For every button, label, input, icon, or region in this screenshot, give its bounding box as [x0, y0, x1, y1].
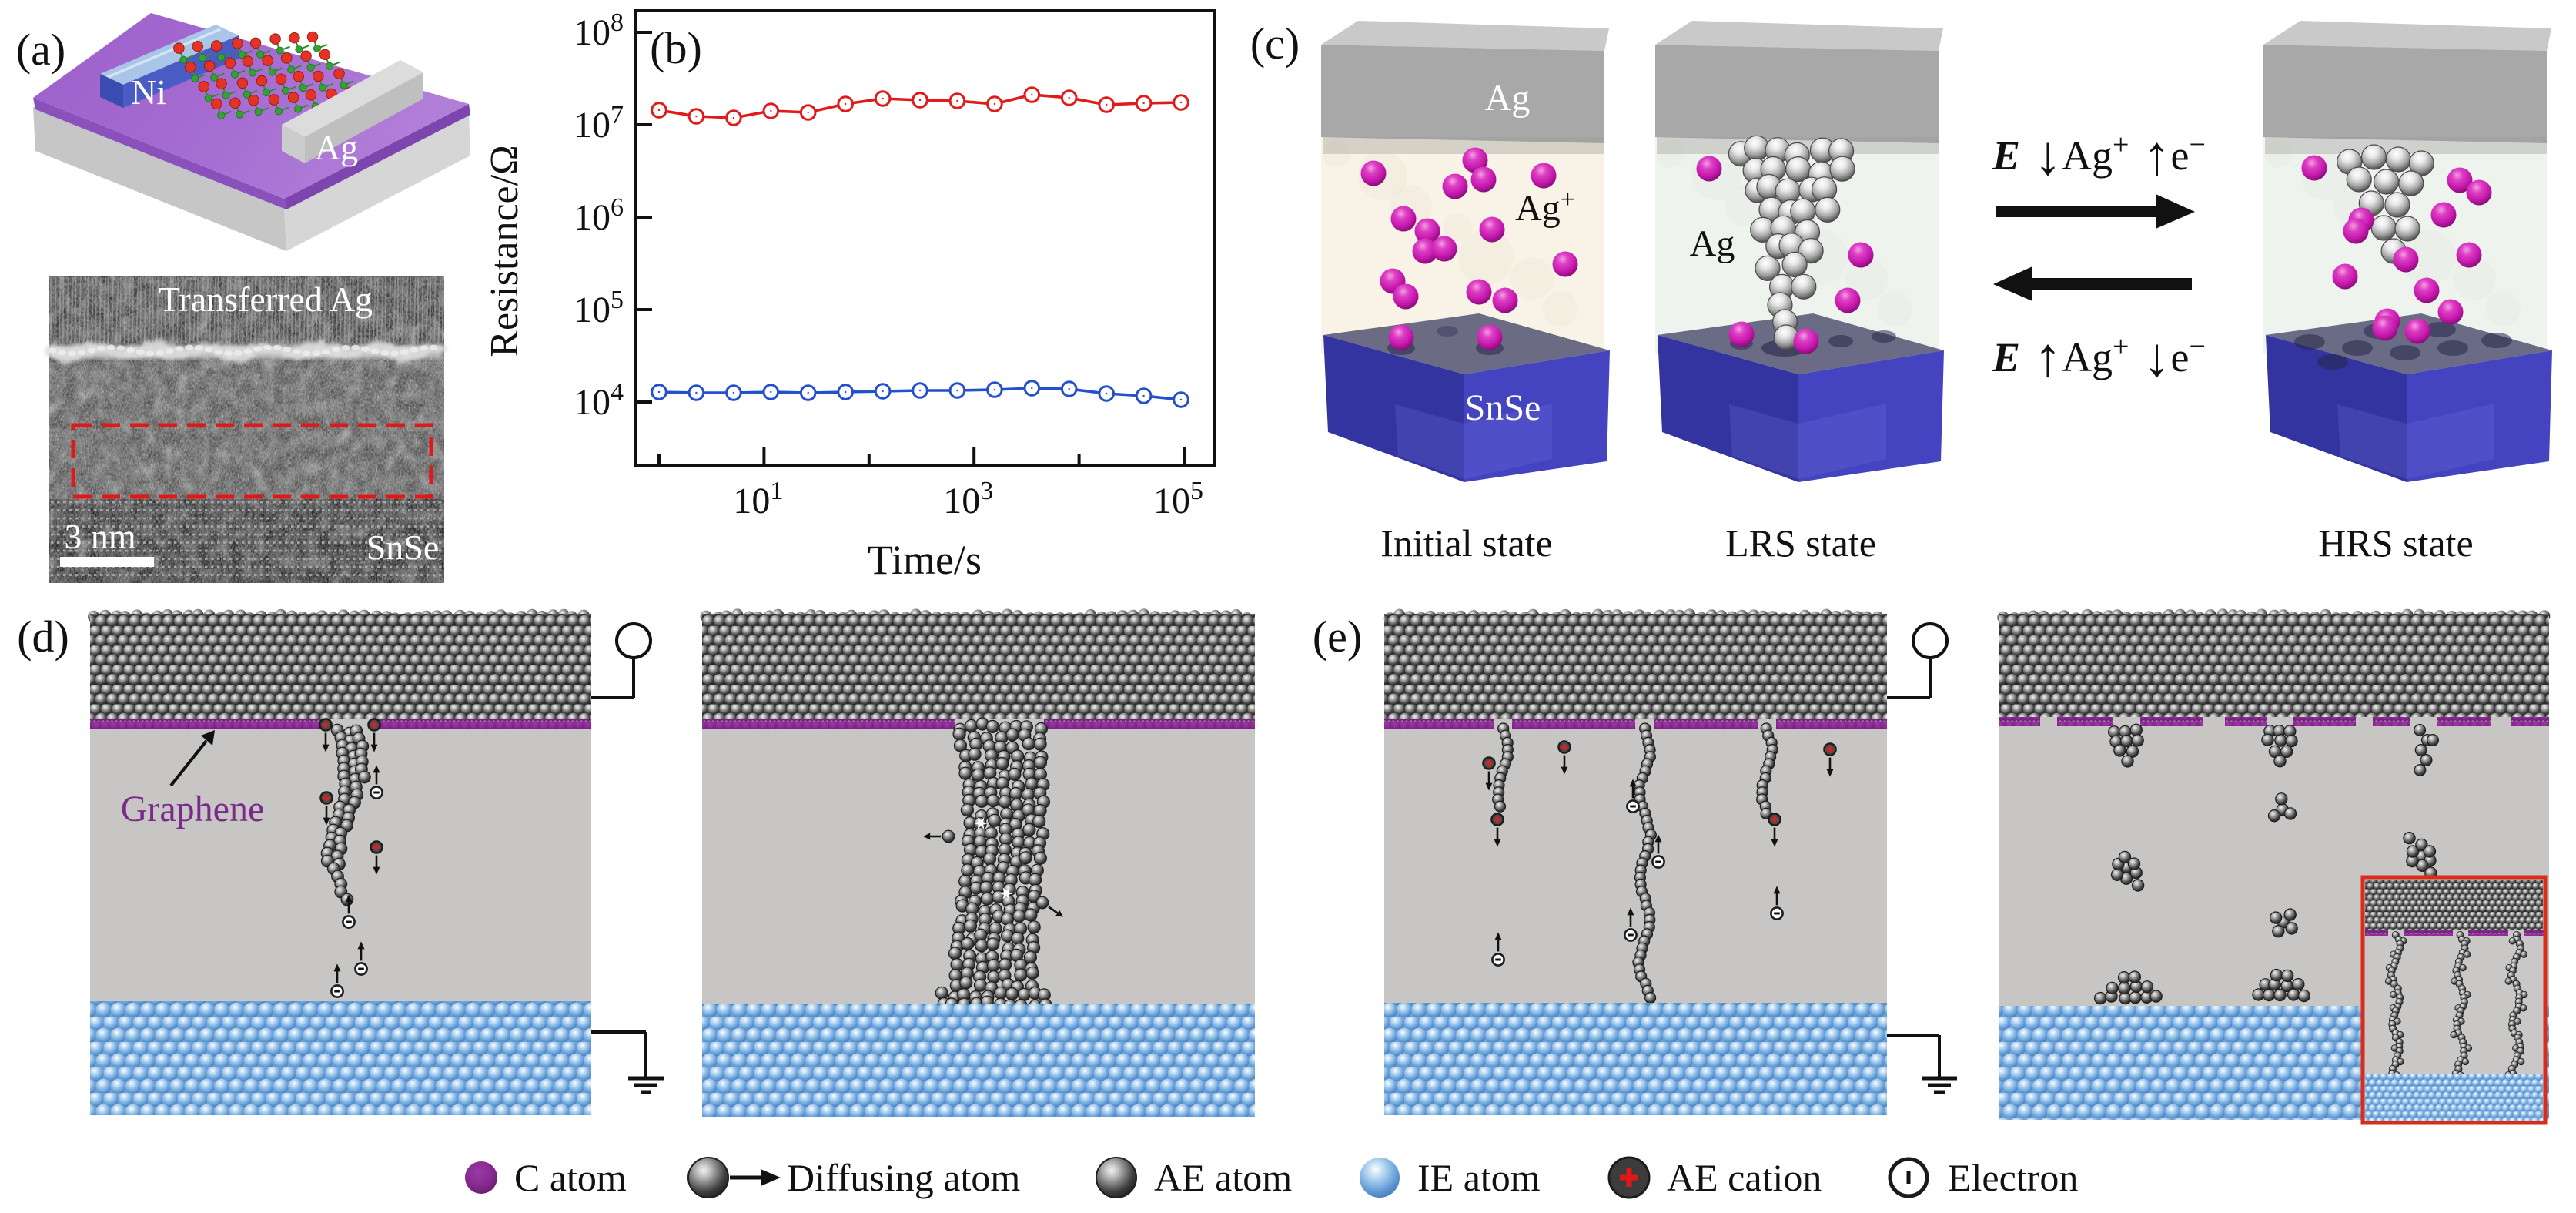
svg-text:AE cation: AE cation — [1667, 1156, 1822, 1199]
svg-text:Ag: Ag — [1485, 78, 1531, 119]
svg-text:Resistance/Ω: Resistance/Ω — [483, 145, 527, 357]
svg-text:105: 105 — [574, 286, 624, 330]
svg-text:Initial state: Initial state — [1380, 521, 1553, 565]
svg-text:(a): (a) — [16, 25, 65, 75]
svg-text:Time/s: Time/s — [868, 537, 982, 583]
svg-text:(b): (b) — [650, 23, 702, 73]
svg-text:HRS state: HRS state — [2318, 521, 2473, 565]
svg-text:Ni: Ni — [131, 72, 166, 112]
svg-text:Graphene: Graphene — [121, 789, 265, 829]
svg-text:Electron: Electron — [1948, 1156, 2078, 1199]
svg-text:(e): (e) — [1313, 612, 1362, 662]
svg-text:IE atom: IE atom — [1417, 1156, 1541, 1199]
svg-text:AE atom: AE atom — [1154, 1156, 1292, 1199]
svg-text:Ag: Ag — [1690, 223, 1735, 264]
svg-text:C atom: C atom — [514, 1156, 627, 1199]
svg-text:Ag: Ag — [315, 128, 358, 167]
svg-text:3 nm: 3 nm — [64, 517, 136, 556]
svg-text:(d): (d) — [17, 612, 69, 662]
svg-text:E ↓Ag+ ↑e−: E ↓Ag+ ↑e− — [1992, 125, 2206, 186]
svg-text:Diffusing atom: Diffusing atom — [787, 1156, 1020, 1199]
svg-text:E ↑Ag+ ↓e−: E ↑Ag+ ↓e− — [1992, 327, 2206, 388]
svg-text:SnSe: SnSe — [366, 528, 440, 567]
svg-text:LRS state: LRS state — [1725, 521, 1876, 565]
svg-text:Ag+: Ag+ — [1515, 186, 1575, 229]
svg-text:SnSe: SnSe — [1465, 387, 1541, 428]
svg-text:Transferred Ag: Transferred Ag — [159, 280, 373, 319]
svg-text:(c): (c) — [1250, 18, 1300, 69]
